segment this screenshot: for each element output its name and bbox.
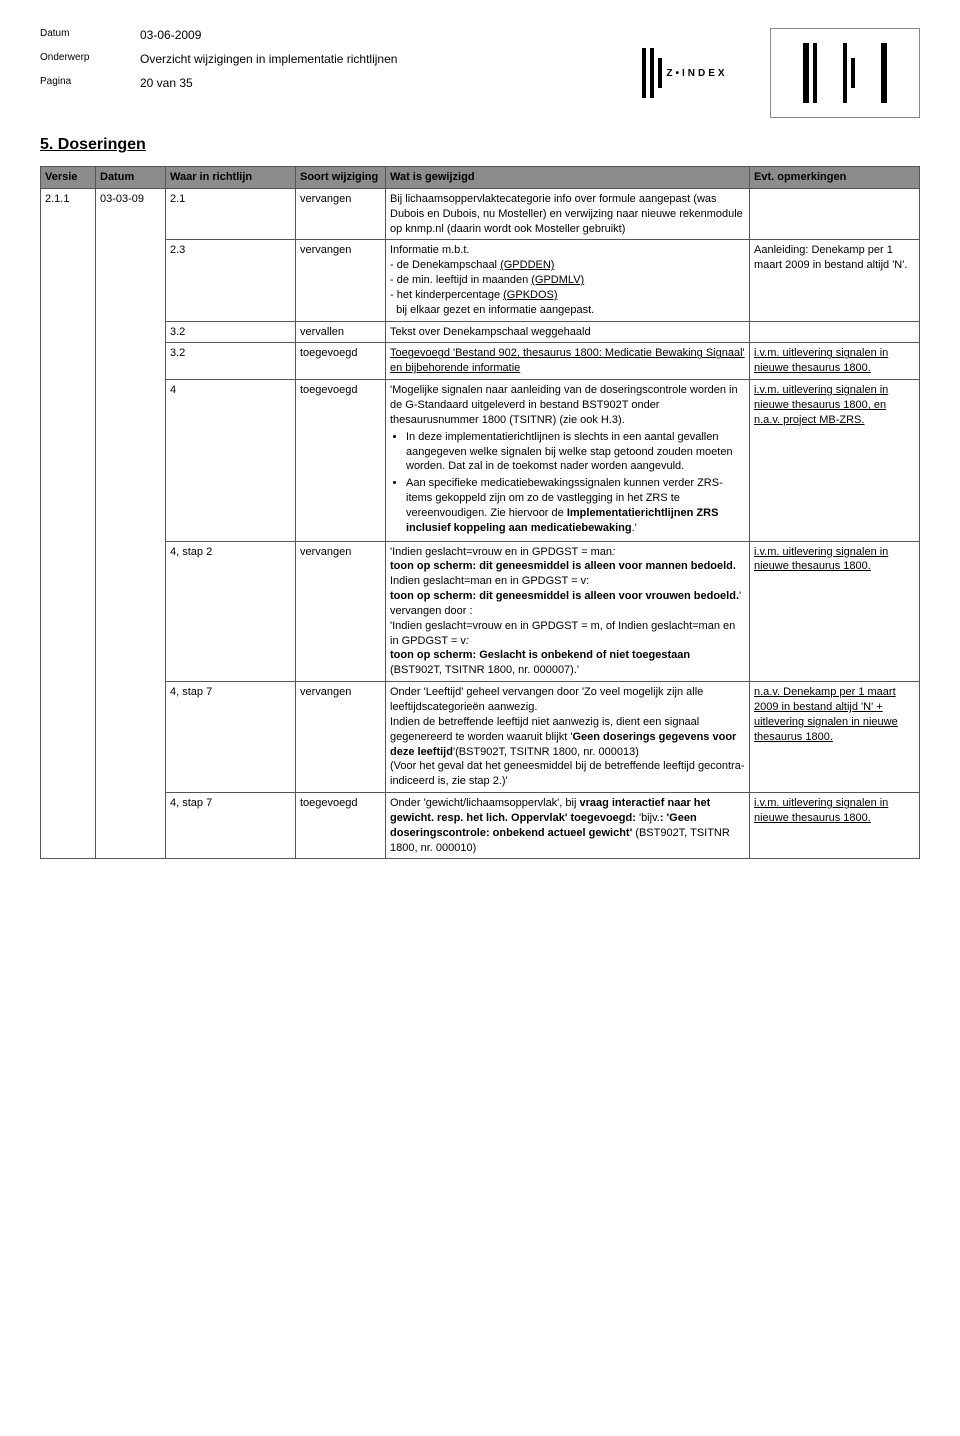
table-row: 3.2toegevoegdToegevoegd 'Bestand 902, th… xyxy=(41,343,920,380)
header: Datum 03-06-2009 Onderwerp Overzicht wij… xyxy=(40,28,920,118)
cell-opm: i.v.m. uitlevering signalen in nieuwe th… xyxy=(750,380,920,541)
section-title: 5. Doseringen xyxy=(40,136,920,154)
table-row: 4, stap 7toegevoegdOnder 'gewicht/lichaa… xyxy=(41,793,920,859)
cell-waar: 4, stap 2 xyxy=(166,541,296,682)
th-datum: Datum xyxy=(96,167,166,189)
cell-opm: i.v.m. uitlevering signalen in nieuwe th… xyxy=(750,793,920,859)
changes-table: Versie Datum Waar in richtlijn Soort wij… xyxy=(40,166,920,859)
cell-change: Onder 'Leeftijd' geheel vervangen door '… xyxy=(386,682,750,793)
table-body: 2.1.103-03-092.1vervangenBij lichaamsopp… xyxy=(41,188,920,859)
meta-label-datum: Datum xyxy=(40,28,140,42)
cell-waar: 4, stap 7 xyxy=(166,793,296,859)
cell-change: 'Indien geslacht=vrouw en in GPDGST = ma… xyxy=(386,541,750,682)
cell-soort: vervangen xyxy=(296,188,386,240)
cell-datum: 03-03-09 xyxy=(96,188,166,859)
meta-value-pagina: 20 van 35 xyxy=(140,76,193,90)
cell-opm: Aanleiding: Denekamp per 1 maart 2009 in… xyxy=(750,240,920,321)
meta-value-datum: 03-06-2009 xyxy=(140,28,201,42)
cell-change: Onder 'gewicht/lichaamsoppervlak', bij v… xyxy=(386,793,750,859)
cell-waar: 3.2 xyxy=(166,321,296,343)
logo-area: Z•INDEX xyxy=(610,28,920,118)
meta-label-pagina: Pagina xyxy=(40,76,140,90)
cell-soort: toegevoegd xyxy=(296,793,386,859)
cell-change: Informatie m.b.t.- de Denekampschaal (GP… xyxy=(386,240,750,321)
cell-soort: vervangen xyxy=(296,541,386,682)
barcode-logo xyxy=(770,28,920,118)
th-change: Wat is gewijzigd xyxy=(386,167,750,189)
th-waar: Waar in richtlijn xyxy=(166,167,296,189)
table-row: 2.3vervangenInformatie m.b.t.- de Deneka… xyxy=(41,240,920,321)
cell-waar: 2.3 xyxy=(166,240,296,321)
table-header-row: Versie Datum Waar in richtlijn Soort wij… xyxy=(41,167,920,189)
cell-waar: 2.1 xyxy=(166,188,296,240)
meta-value-onderwerp: Overzicht wijzigingen in implementatie r… xyxy=(140,52,397,66)
meta-block: Datum 03-06-2009 Onderwerp Overzicht wij… xyxy=(40,28,397,100)
table-row: 4, stap 2vervangen'Indien geslacht=vrouw… xyxy=(41,541,920,682)
cell-opm: n.a.v. Denekamp per 1 maart 2009 in best… xyxy=(750,682,920,793)
table-row: 2.1.103-03-092.1vervangenBij lichaamsopp… xyxy=(41,188,920,240)
cell-versie: 2.1.1 xyxy=(41,188,96,859)
cell-opm xyxy=(750,188,920,240)
cell-soort: vervallen xyxy=(296,321,386,343)
cell-change: 'Mogelijke signalen naar aanleiding van … xyxy=(386,380,750,541)
th-soort: Soort wijziging xyxy=(296,167,386,189)
th-opm: Evt. opmerkingen xyxy=(750,167,920,189)
th-versie: Versie xyxy=(41,167,96,189)
table-row: 4toegevoegd'Mogelijke signalen naar aanl… xyxy=(41,380,920,541)
cell-opm xyxy=(750,321,920,343)
cell-opm: i.v.m. uitlevering signalen in nieuwe th… xyxy=(750,343,920,380)
cell-change: Bij lichaamsoppervlaktecategorie info ov… xyxy=(386,188,750,240)
zindex-logo: Z•INDEX xyxy=(610,28,760,118)
table-row: 4, stap 7vervangenOnder 'Leeftijd' gehee… xyxy=(41,682,920,793)
cell-change: Tekst over Denekampschaal weggehaald xyxy=(386,321,750,343)
cell-waar: 4, stap 7 xyxy=(166,682,296,793)
cell-change: Toegevoegd 'Bestand 902, thesaurus 1800:… xyxy=(386,343,750,380)
cell-waar: 3.2 xyxy=(166,343,296,380)
cell-soort: vervangen xyxy=(296,240,386,321)
cell-soort: toegevoegd xyxy=(296,380,386,541)
page: Datum 03-06-2009 Onderwerp Overzicht wij… xyxy=(0,0,960,879)
cell-soort: vervangen xyxy=(296,682,386,793)
meta-label-onderwerp: Onderwerp xyxy=(40,52,140,66)
table-row: 3.2vervallenTekst over Denekampschaal we… xyxy=(41,321,920,343)
cell-opm: i.v.m. uitlevering signalen in nieuwe th… xyxy=(750,541,920,682)
zindex-text: Z•INDEX xyxy=(666,68,727,79)
cell-waar: 4 xyxy=(166,380,296,541)
cell-soort: toegevoegd xyxy=(296,343,386,380)
